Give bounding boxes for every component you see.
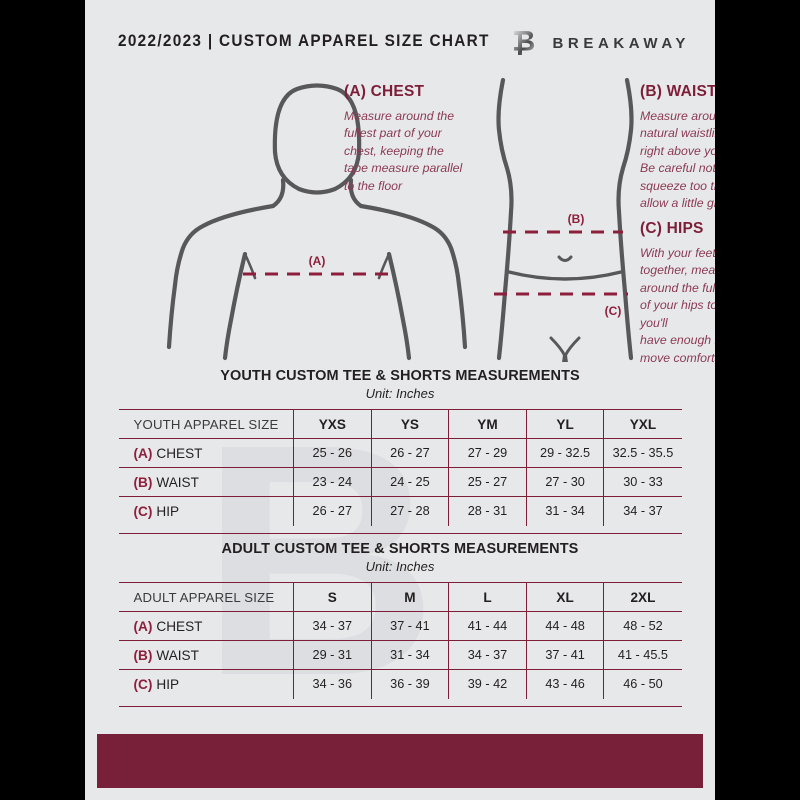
callout-hips-title: (C) HIPS <box>640 220 704 237</box>
youth-cell: 32.5 - 35.5 <box>603 438 682 468</box>
breakaway-b-logo-icon <box>514 31 535 55</box>
adult-cell: 41 - 45.5 <box>603 640 682 670</box>
callout-waist-body: Measure around your natural waistline – … <box>640 109 715 211</box>
youth-table-bottom-rule <box>118 532 682 534</box>
page-header: 2022/2023 | CUSTOM APPAREL SIZE CHART BR… <box>85 28 715 64</box>
youth-cell: 24 - 25 <box>370 467 449 497</box>
callout-chest: (A) CHEST Measure around the fullest par… <box>344 83 494 195</box>
table-row: (C) HIP 26 - 27 27 - 28 28 - 31 31 - 34 3… <box>118 496 682 526</box>
adult-row-label: (A) CHEST <box>118 611 294 641</box>
youth-cell: 26 - 27 <box>293 496 372 526</box>
callout-waist: (B) WAIST Measure around your natural wa… <box>640 83 715 213</box>
youth-cell: 29 - 32.5 <box>525 438 604 468</box>
row-tag: (C) <box>133 676 153 692</box>
row-label-text: HIP <box>156 503 180 519</box>
adult-cell: 39 - 42 <box>448 669 527 699</box>
youth-cell: 34 - 37 <box>603 496 682 526</box>
adult-cell: 37 - 41 <box>370 611 449 641</box>
youth-row-label: (A) CHEST <box>118 438 294 468</box>
youth-header-cell: YS <box>370 409 449 439</box>
youth-cell: 25 - 26 <box>293 438 372 468</box>
callout-hips-body: With your feet together, measure around … <box>640 246 715 365</box>
adult-size-table: ADULT APPAREL SIZE S M L XL 2XL (A) CHEST… <box>118 582 682 699</box>
adult-cell: 29 - 31 <box>293 640 372 670</box>
adult-table-header-row: ADULT APPAREL SIZE S M L XL 2XL <box>118 582 682 612</box>
brand-lockup: BREAKAWAY <box>511 28 690 58</box>
adult-cell: 34 - 37 <box>293 611 372 641</box>
footer-accent-bar <box>97 734 703 788</box>
adult-cell: 46 - 50 <box>603 669 682 699</box>
callout-chest-body: Measure around the fullest part of your … <box>344 109 463 193</box>
youth-cell: 27 - 30 <box>525 467 604 497</box>
adult-cell: 48 - 52 <box>603 611 682 641</box>
row-tag: (A) <box>133 618 153 634</box>
youth-section-title: YOUTH CUSTOM TEE & SHORTS MEASUREMENTS <box>220 368 580 384</box>
youth-cell: 27 - 28 <box>370 496 449 526</box>
youth-cell: 26 - 27 <box>370 438 449 468</box>
adult-header-cell: M <box>370 582 449 612</box>
youth-cell: 30 - 33 <box>603 467 682 497</box>
table-row: (A) CHEST 25 - 26 26 - 27 27 - 29 29 - 32… <box>118 438 682 468</box>
table-row: (B) WAIST 29 - 31 31 - 34 34 - 37 37 - 41… <box>118 640 682 670</box>
callout-chest-title: (A) CHEST <box>344 83 425 100</box>
adult-table-bottom-rule <box>118 705 682 707</box>
adult-header-cell: XL <box>525 582 604 612</box>
brand-name: BREAKAWAY <box>552 34 690 52</box>
adult-cell: 36 - 39 <box>370 669 449 699</box>
adult-cell: 34 - 37 <box>448 640 527 670</box>
table-row: (C) HIP 34 - 36 36 - 39 39 - 42 43 - 46 4… <box>118 669 682 699</box>
adult-cell: 37 - 41 <box>525 640 604 670</box>
row-label-text: CHEST <box>156 618 203 634</box>
lower-body-front-silhouette <box>496 77 634 391</box>
row-tag: (B) <box>133 474 153 490</box>
adult-section-unit: Unit: Inches <box>365 559 435 574</box>
youth-header-cell: YOUTH APPAREL SIZE <box>118 409 294 439</box>
youth-table-header-row: YOUTH APPAREL SIZE YXS YS YM YL YXL <box>118 409 682 439</box>
youth-header-cell: YXS <box>293 409 372 439</box>
adult-cell: 34 - 36 <box>293 669 372 699</box>
youth-cell: 28 - 31 <box>448 496 527 526</box>
youth-cell: 25 - 27 <box>448 467 527 497</box>
row-tag: (A) <box>133 445 153 461</box>
youth-header-cell: YXL <box>603 409 682 439</box>
row-label-text: WAIST <box>156 647 199 663</box>
adult-section-title: ADULT CUSTOM TEE & SHORTS MEASUREMENTS <box>221 541 579 557</box>
row-tag: (C) <box>133 503 153 519</box>
youth-cell: 27 - 29 <box>448 438 527 468</box>
adult-header-cell: 2XL <box>603 582 682 612</box>
row-label-text: WAIST <box>156 474 199 490</box>
youth-header-cell: YM <box>448 409 527 439</box>
callout-waist-title: (B) WAIST <box>640 83 715 100</box>
chest-measure-label: (A) <box>309 254 326 268</box>
adult-header-cell: S <box>293 582 372 612</box>
adult-cell: 43 - 46 <box>525 669 604 699</box>
row-label-text: CHEST <box>156 445 203 461</box>
callout-hips: (C) HIPS With your feet together, measur… <box>640 220 715 367</box>
row-tag: (B) <box>133 647 153 663</box>
youth-header-cell: YL <box>525 409 604 439</box>
adult-header-cell: ADULT APPAREL SIZE <box>118 582 294 612</box>
adult-row-label: (C) HIP <box>118 669 294 699</box>
upper-body-front-silhouette <box>166 83 468 361</box>
adult-row-label: (B) WAIST <box>118 640 294 670</box>
youth-section: YOUTH CUSTOM TEE & SHORTS MEASUREMENTS U… <box>85 368 715 534</box>
hips-measure-label: (C) <box>605 304 622 318</box>
table-row: (A) CHEST 34 - 37 37 - 41 41 - 44 44 - 48… <box>118 611 682 641</box>
table-row: (B) WAIST 23 - 24 24 - 25 25 - 27 27 - 30… <box>118 467 682 497</box>
waist-measure-label: (B) <box>568 212 585 226</box>
youth-row-label: (B) WAIST <box>118 467 294 497</box>
adult-section: ADULT CUSTOM TEE & SHORTS MEASUREMENTS U… <box>85 541 715 707</box>
adult-header-cell: L <box>448 582 527 612</box>
youth-size-table: YOUTH APPAREL SIZE YXS YS YM YL YXL (A) C… <box>118 409 682 526</box>
youth-row-label: (C) HIP <box>118 496 294 526</box>
page-title: 2022/2023 | CUSTOM APPAREL SIZE CHART <box>118 32 490 50</box>
size-chart-page: B 2022/2023 | CUSTOM APPAREL SIZE CHART … <box>85 0 715 800</box>
youth-cell: 31 - 34 <box>525 496 604 526</box>
row-label-text: HIP <box>156 676 180 692</box>
youth-section-unit: Unit: Inches <box>365 386 435 401</box>
adult-cell: 41 - 44 <box>448 611 527 641</box>
adult-cell: 31 - 34 <box>370 640 449 670</box>
youth-cell: 23 - 24 <box>293 467 372 497</box>
adult-cell: 44 - 48 <box>525 611 604 641</box>
